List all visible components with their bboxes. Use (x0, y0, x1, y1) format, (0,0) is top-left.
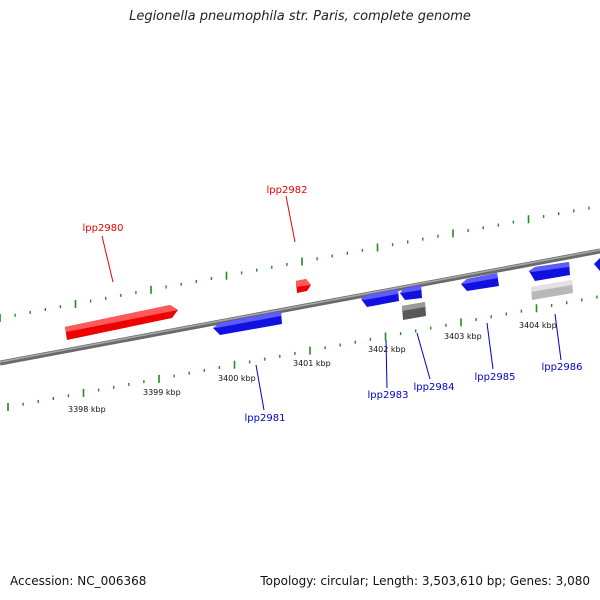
scale-label: 3401 kbp (293, 359, 331, 368)
gene-lpp2983-feature[interactable] (361, 289, 399, 307)
scale-label: 3404 kbp (519, 321, 557, 330)
gene-label-lpp2984[interactable]: lpp2984 (414, 382, 455, 393)
gene-pseudo-feature[interactable] (531, 280, 573, 300)
gene-lpp2980-feature[interactable] (65, 305, 178, 340)
gene-label-lpp2982[interactable]: lpp2982 (267, 185, 308, 196)
lpp2983-leader-line (385, 339, 388, 389)
gene-lpp2981-feature[interactable] (213, 311, 282, 335)
genome-backbone (0, 248, 600, 366)
gene-gray-feature[interactable] (402, 302, 426, 320)
lpp2982-leader-line (285, 195, 296, 243)
scale-label: 3403 kbp (444, 332, 482, 341)
reverse-strand-ticks (7, 295, 598, 411)
gene-lpp2984-feature[interactable] (400, 285, 422, 300)
gene-label-lpp2986[interactable]: lpp2986 (542, 362, 583, 373)
map-title: Legionella pneumophila str. Paris, compl… (129, 9, 471, 24)
scale-label: 3402 kbp (368, 345, 406, 354)
gene-lpp2986-feature[interactable] (529, 262, 570, 281)
forward-strand-ticks (0, 206, 590, 322)
scale-label: 3400 kbp (218, 374, 256, 383)
gene-label-lpp2983[interactable]: lpp2983 (368, 390, 409, 401)
gene-label-lpp2981[interactable]: lpp2981 (245, 413, 286, 424)
accession-text: Accession: NC_006368 (10, 574, 147, 588)
scale-label: 3398 kbp (68, 405, 106, 414)
gene-label-lpp2980[interactable]: lpp2980 (83, 223, 124, 234)
lpp2980-leader-line (101, 235, 114, 283)
gene-lpp2985-feature[interactable] (461, 273, 499, 291)
genome-summary-text: Topology: circular; Length: 3,503,610 bp… (260, 574, 590, 588)
gene-label-lpp2985[interactable]: lpp2985 (475, 372, 516, 383)
lpp2985-leader-line (486, 322, 494, 370)
lpp2986-leader-line (554, 313, 562, 361)
lpp2981-leader-line (255, 364, 265, 411)
scale-label: 3399 kbp (143, 388, 181, 397)
lpp2984-leader-line (416, 332, 431, 380)
gene-edge-feature[interactable] (594, 258, 600, 271)
gene-lpp2982-feature[interactable] (296, 279, 311, 293)
